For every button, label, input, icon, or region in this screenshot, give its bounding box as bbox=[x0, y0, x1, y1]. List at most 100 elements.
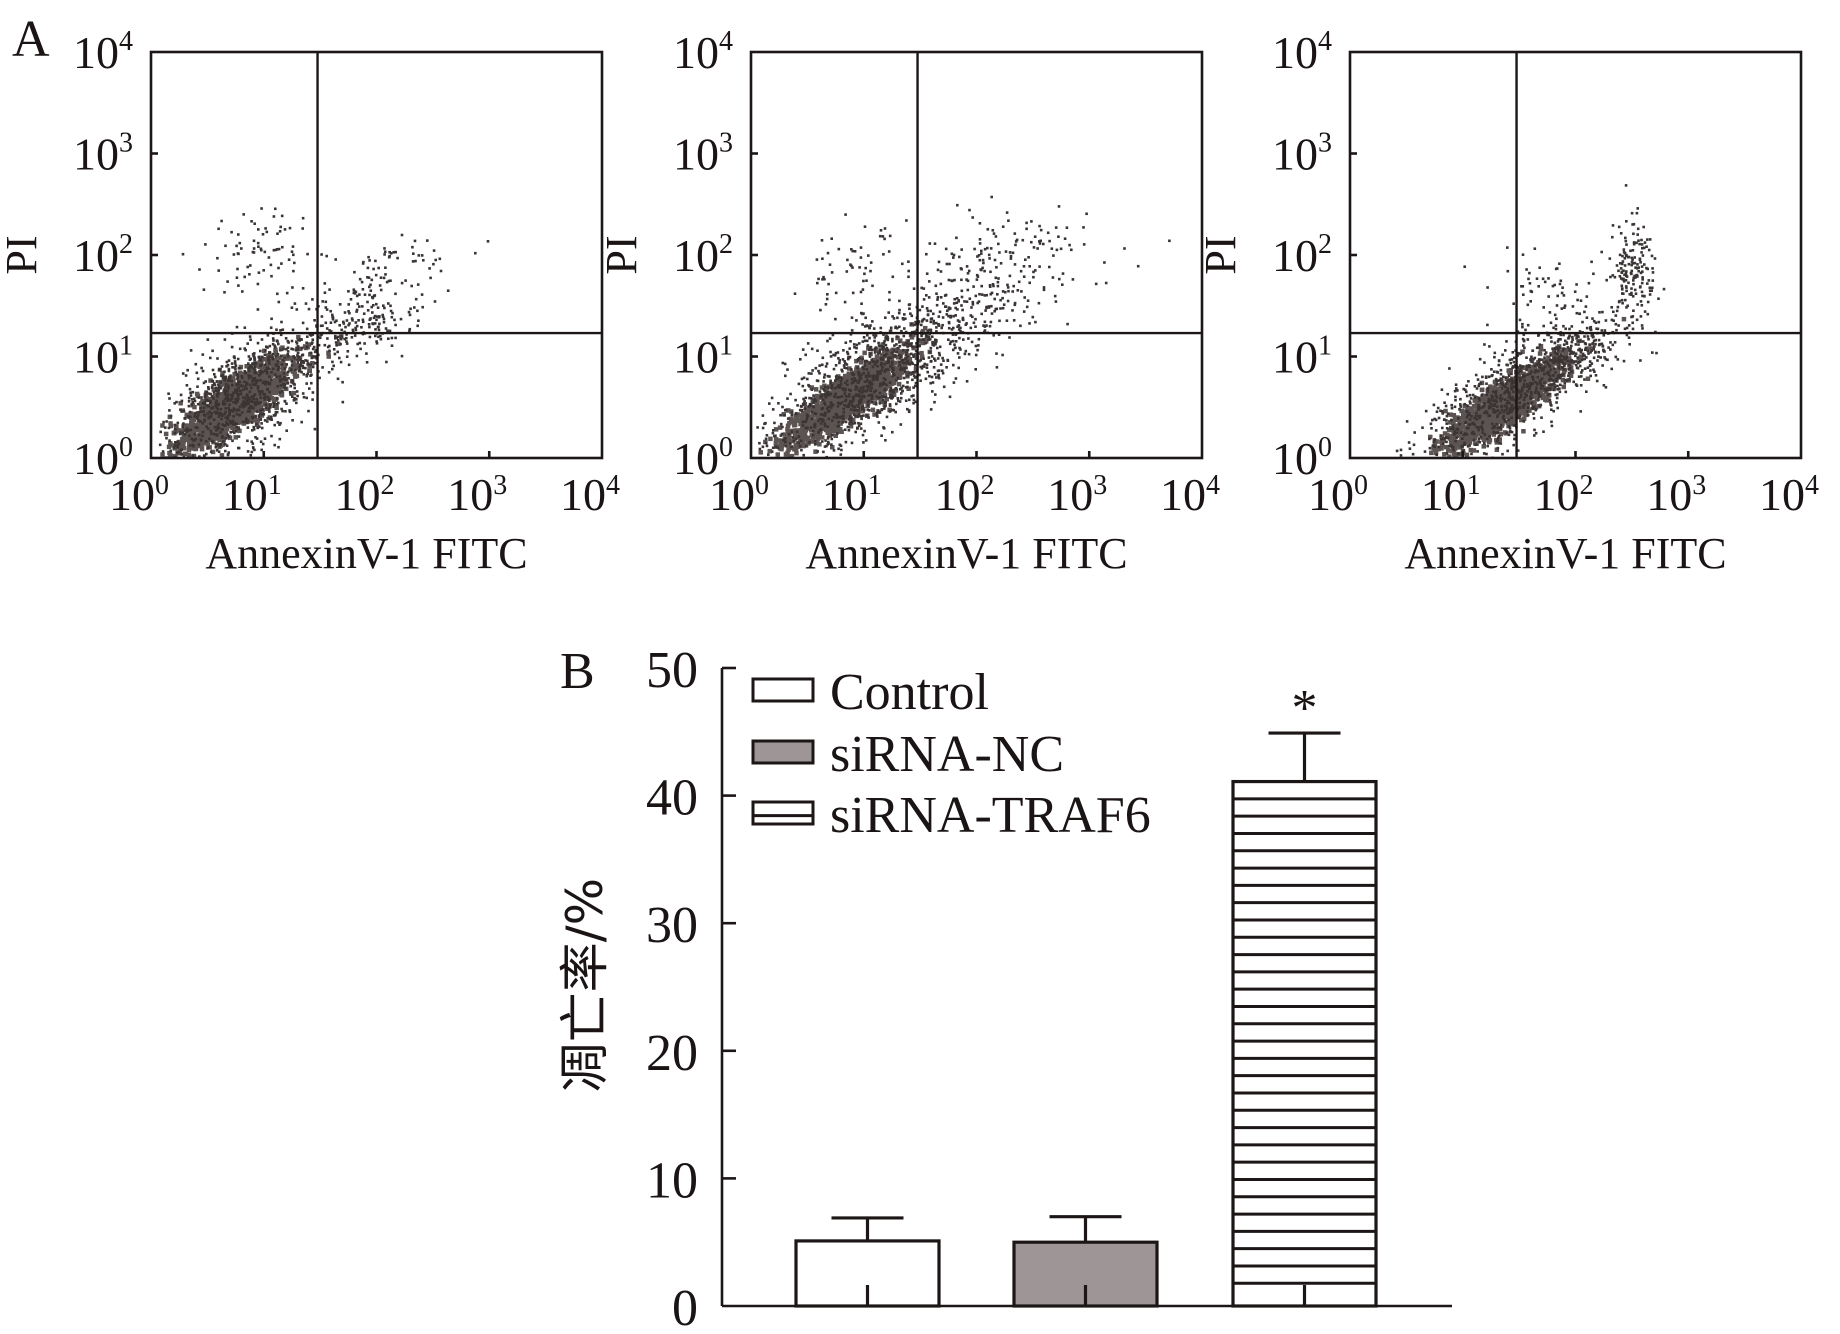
event-dot-viable-halo bbox=[179, 431, 182, 434]
event-dot-viable-core bbox=[892, 360, 897, 366]
event-dot-viable-halo bbox=[857, 421, 860, 425]
event-dot-viable-halo bbox=[799, 439, 803, 443]
event-dot-viable-halo bbox=[891, 408, 894, 412]
event-dot-viable-halo bbox=[164, 426, 167, 429]
event-dot-viable-halo bbox=[187, 404, 191, 408]
event-dot-early-apoptotic bbox=[888, 356, 891, 360]
event-dot-viable-halo bbox=[286, 381, 290, 385]
event-dot-necrotic bbox=[264, 227, 267, 230]
event-dot-viable-halo bbox=[810, 347, 814, 351]
event-dot-viable-halo bbox=[857, 424, 861, 428]
event-dot-viable-core bbox=[824, 388, 829, 393]
event-dot-viable-halo bbox=[226, 416, 230, 420]
event-dot-viable-halo bbox=[885, 368, 888, 372]
event-dot-viable-halo bbox=[188, 387, 192, 391]
event-dot-viable-halo bbox=[274, 354, 277, 358]
x-tick-label: 103 bbox=[447, 469, 507, 520]
event-dot-viable-core bbox=[293, 365, 298, 371]
event-dot-viable-core bbox=[888, 376, 893, 381]
event-dot-viable-core bbox=[903, 362, 908, 367]
event-dot-necrotic bbox=[267, 256, 271, 259]
event-dot-early-apoptotic bbox=[390, 315, 394, 319]
event-dot-viable-halo bbox=[279, 348, 282, 352]
event-dot-viable-halo bbox=[193, 432, 197, 436]
event-dot-viable-halo bbox=[246, 393, 249, 396]
event-dot-viable-halo bbox=[196, 413, 200, 417]
event-dot-early-apoptotic bbox=[908, 342, 911, 346]
event-dot-viable-halo bbox=[945, 366, 948, 369]
event-dot-viable-halo bbox=[804, 420, 808, 423]
event-dot-late-apoptotic bbox=[412, 252, 415, 255]
event-dot-viable-core bbox=[809, 385, 814, 390]
event-dot-early-apoptotic bbox=[332, 364, 335, 368]
event-dot-viable-halo bbox=[886, 368, 890, 371]
event-dot-viable-halo bbox=[230, 421, 233, 424]
event-dot-viable-halo bbox=[236, 392, 239, 396]
event-dot-viable-halo bbox=[279, 421, 282, 425]
x-tick-base: 10 bbox=[560, 469, 606, 520]
event-dot-viable-halo bbox=[867, 385, 871, 388]
event-dot-early-apoptotic bbox=[954, 333, 957, 336]
event-dot-early-apoptotic bbox=[376, 325, 380, 329]
event-dot-early-apoptotic bbox=[368, 335, 372, 339]
event-dot-viable-core bbox=[219, 453, 225, 458]
y-tick-label: 104 bbox=[73, 26, 133, 78]
event-dot-viable-core bbox=[252, 416, 257, 421]
event-dot-viable-halo bbox=[223, 412, 226, 416]
event-dot-early-apoptotic bbox=[340, 335, 343, 338]
event-dot-viable-core bbox=[872, 379, 878, 385]
event-dot-necrotic bbox=[306, 252, 309, 256]
event-dot-viable-core bbox=[868, 368, 873, 373]
event-dot-viable-halo bbox=[842, 364, 846, 367]
event-dot-viable-halo bbox=[183, 417, 187, 420]
event-dot-viable-halo bbox=[204, 380, 207, 383]
event-dot-necrotic bbox=[235, 276, 239, 279]
event-dot-viable-halo bbox=[229, 374, 232, 377]
event-dot-viable-core bbox=[254, 418, 259, 423]
event-dot-viable-halo bbox=[858, 389, 862, 392]
event-dot-early-apoptotic bbox=[345, 342, 349, 345]
event-dot-viable-halo bbox=[817, 419, 820, 423]
event-dot-viable-halo bbox=[307, 409, 310, 413]
event-dot-viable-halo bbox=[290, 306, 294, 309]
event-dot-viable-core bbox=[920, 340, 926, 346]
event-dot-viable-halo bbox=[840, 368, 843, 372]
event-dot-early-apoptotic bbox=[938, 353, 941, 357]
event-dot-viable-halo bbox=[858, 375, 861, 379]
event-dot-early-apoptotic bbox=[337, 338, 340, 342]
event-dot-viable-halo bbox=[800, 448, 803, 452]
event-dot-viable-halo bbox=[906, 361, 909, 365]
event-dot-viable-halo bbox=[809, 426, 813, 429]
event-dot-viable-halo bbox=[187, 429, 190, 432]
event-dot-early-apoptotic bbox=[872, 333, 875, 337]
event-dot-viable-halo bbox=[954, 377, 958, 380]
event-dot-viable-core bbox=[279, 393, 285, 398]
event-dot-necrotic bbox=[301, 216, 305, 220]
event-dot-viable-halo bbox=[261, 408, 264, 411]
event-dot-viable-core bbox=[326, 354, 331, 359]
event-dot-viable-halo bbox=[803, 407, 807, 410]
event-dot-viable-halo bbox=[844, 381, 847, 385]
event-dot-viable-halo bbox=[789, 392, 792, 396]
event-dot-early-apoptotic bbox=[377, 328, 381, 332]
event-dot-late-apoptotic bbox=[382, 276, 386, 280]
event-dot-viable-halo bbox=[249, 375, 253, 378]
event-dot-viable-halo bbox=[765, 434, 769, 437]
event-dot-viable-core bbox=[768, 436, 773, 442]
event-dot-viable-halo bbox=[825, 444, 828, 448]
event-dot-viable-halo bbox=[250, 421, 254, 424]
event-dot-viable-halo bbox=[258, 374, 261, 377]
event-dot-viable-halo bbox=[846, 383, 849, 387]
event-dot-viable-halo bbox=[935, 330, 938, 333]
event-dot-viable-halo bbox=[870, 393, 873, 397]
event-dot-early-apoptotic bbox=[351, 328, 355, 332]
event-dot-viable-halo bbox=[286, 339, 290, 343]
event-dot-viable-core bbox=[785, 423, 791, 428]
event-dot-viable-halo bbox=[854, 393, 858, 397]
event-dot-viable-core bbox=[223, 431, 228, 436]
event-dot-viable-halo bbox=[233, 362, 237, 365]
event-dot-viable-halo bbox=[236, 376, 240, 379]
event-dot-viable-core bbox=[895, 355, 901, 360]
event-dot-viable-core bbox=[854, 397, 860, 403]
event-dot-viable-halo bbox=[266, 388, 269, 391]
